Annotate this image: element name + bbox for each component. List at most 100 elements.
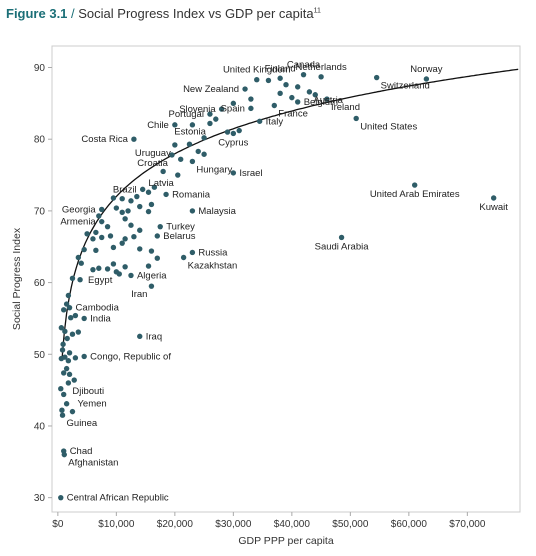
data-point-afghanistan (61, 451, 67, 458)
plot-frame (51, 45, 521, 513)
point-label: United States (360, 121, 417, 132)
y-tick-label: 40 (34, 421, 46, 432)
y-tick-label: 80 (34, 135, 46, 146)
data-point (64, 335, 70, 342)
point-label: United Kingdom (223, 65, 291, 76)
point-label: India (90, 313, 111, 324)
data-point-ireland (324, 96, 330, 102)
data-point-algeria (128, 272, 134, 279)
data-point (110, 195, 117, 201)
x-tick-label: $20,000 (157, 519, 194, 530)
data-point-estonia (207, 120, 213, 127)
data-point-cambodia (66, 304, 73, 311)
point-label: Guinea (67, 418, 98, 429)
data-point (248, 96, 254, 102)
y-tick-label: 90 (34, 63, 46, 74)
data-point (312, 92, 318, 98)
point-label: Italy (266, 116, 284, 127)
x-tick-label: $0 (52, 519, 64, 530)
data-point (65, 292, 72, 299)
point-label: United Arab Emirates (370, 189, 460, 200)
data-points (58, 71, 497, 501)
data-point (93, 229, 99, 236)
data-point (128, 222, 134, 228)
data-point-spain (248, 105, 254, 112)
data-point (145, 189, 152, 195)
point-label: Latvia (148, 178, 174, 189)
point-label: Uruguay (135, 148, 171, 159)
point-label: Ireland (331, 102, 360, 113)
data-point (154, 255, 160, 261)
data-point-kazakhstan (180, 254, 187, 261)
data-point-romania (163, 191, 169, 198)
point-label: Yemen (77, 399, 106, 410)
point-label: New Zealand (183, 84, 239, 95)
x-tick-label: $10,000 (98, 519, 135, 530)
data-point (178, 156, 184, 162)
x-tick-label: $60,000 (391, 519, 428, 530)
point-label: Portugal (169, 109, 204, 120)
data-point-yemen (69, 408, 76, 415)
point-label: Romania (172, 189, 211, 200)
data-point-netherlands (318, 74, 324, 80)
data-point (69, 275, 76, 281)
data-point-guinea (59, 412, 66, 418)
point-label: Congo, Republic of (90, 351, 171, 362)
data-point (58, 385, 64, 392)
data-point (61, 391, 67, 398)
point-label: Kazakhstan (188, 260, 238, 271)
point-label: Brazil (113, 184, 137, 195)
data-point (68, 315, 74, 321)
data-point (75, 329, 82, 335)
data-point (125, 208, 131, 214)
data-point (119, 196, 125, 202)
data-point-georgia (99, 206, 105, 213)
data-point-croatia (169, 152, 175, 158)
data-point (99, 234, 105, 241)
data-point (128, 198, 134, 204)
point-label: Egypt (88, 275, 113, 286)
data-point (151, 184, 158, 190)
data-point (107, 233, 114, 239)
point-label: Canada (287, 60, 321, 71)
figure-title-text: Social Progress Index vs GDP per capita (78, 6, 314, 21)
data-point-austria (306, 89, 313, 95)
data-point-saudi-arabia (338, 234, 345, 241)
point-label: Belarus (163, 231, 195, 242)
data-point-italy (256, 118, 263, 124)
data-point (213, 116, 219, 122)
data-point-egypt (113, 269, 120, 275)
data-point (59, 347, 66, 353)
data-point-djibouti (65, 380, 72, 386)
data-point (63, 365, 70, 372)
trend-curve (61, 68, 519, 361)
data-point (72, 312, 79, 319)
point-label: Armenia (60, 217, 96, 228)
point-label: Spain (221, 103, 245, 114)
point-label: Belgium (304, 97, 338, 108)
point-label: Croatia (137, 158, 168, 169)
data-point-slovenia (218, 106, 225, 112)
data-point (145, 263, 152, 269)
data-point (122, 236, 128, 242)
y-tick-label: 30 (34, 493, 46, 504)
point-label: Netherlands (295, 62, 346, 73)
data-point (90, 266, 96, 273)
data-point (58, 325, 65, 331)
data-point-kuwait (490, 195, 497, 201)
data-point (224, 129, 231, 135)
data-point (69, 331, 76, 337)
data-point-new-zealand (242, 86, 248, 92)
data-point-israel (230, 170, 237, 176)
data-point (75, 254, 82, 261)
data-point-belarus (154, 233, 160, 239)
x-tick-label: $50,000 (332, 519, 369, 530)
footnote-ref: 11 (313, 7, 321, 15)
data-point (134, 193, 140, 200)
data-point-congo-republic-of (81, 353, 87, 360)
x-axis-label: GDP PPP per capita (238, 535, 333, 547)
point-label: Georgia (62, 204, 97, 215)
point-label: Turkey (166, 222, 195, 233)
data-point (63, 301, 70, 307)
data-point (62, 328, 68, 335)
